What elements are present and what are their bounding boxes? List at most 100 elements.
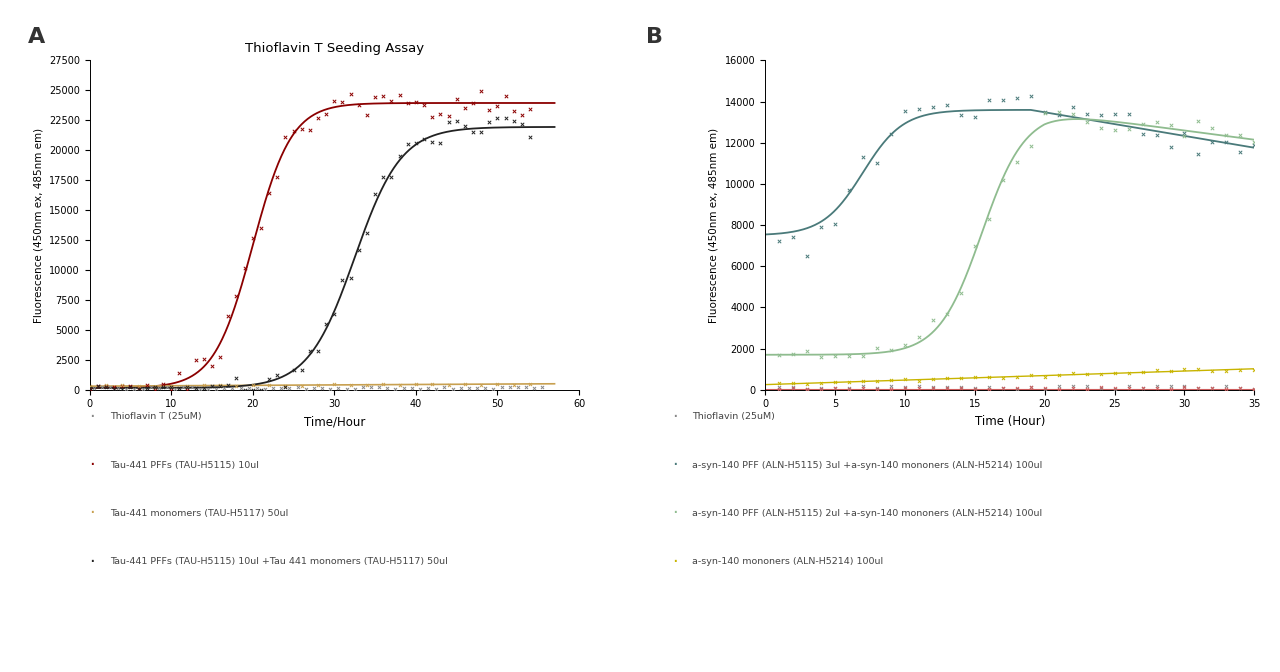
Point — [242, 233, 262, 243]
Point — [141, 382, 161, 392]
Point — [87, 381, 108, 392]
Point — [300, 346, 320, 357]
Point — [965, 383, 986, 394]
Point — [413, 134, 434, 144]
Point — [230, 383, 251, 394]
Point — [120, 382, 141, 392]
Point — [978, 95, 998, 106]
Point — [923, 382, 943, 393]
Point — [348, 245, 369, 255]
Point — [157, 382, 178, 393]
Point — [1076, 383, 1097, 394]
Point — [508, 382, 529, 392]
Point — [108, 382, 128, 393]
Point — [881, 384, 901, 394]
Point — [937, 382, 957, 393]
Point — [782, 382, 803, 393]
Point — [161, 384, 182, 395]
Point — [275, 380, 296, 391]
Point — [307, 380, 328, 390]
Point — [328, 382, 348, 393]
Point — [479, 117, 499, 128]
Point — [251, 223, 271, 234]
Point — [197, 383, 218, 394]
Point — [810, 351, 831, 362]
Point — [417, 382, 438, 393]
Point — [520, 132, 540, 142]
Point — [202, 381, 223, 392]
Point — [324, 308, 344, 319]
Point — [393, 382, 413, 393]
Point — [838, 351, 859, 362]
Point — [824, 382, 845, 393]
Point — [796, 345, 817, 356]
Point — [1174, 382, 1194, 393]
Point — [357, 228, 378, 239]
Point — [259, 380, 279, 391]
Point — [852, 376, 873, 386]
Point — [769, 236, 790, 247]
Point — [1202, 382, 1222, 393]
Point — [296, 383, 316, 394]
Point — [300, 124, 320, 135]
Point — [796, 384, 817, 394]
Point — [145, 382, 165, 392]
Point — [83, 383, 104, 394]
Point — [769, 382, 790, 392]
Point — [372, 172, 393, 183]
Point — [381, 172, 402, 183]
Point — [152, 382, 173, 392]
Point — [909, 331, 929, 342]
Point — [132, 384, 152, 394]
Point — [463, 97, 484, 108]
Point — [1202, 366, 1222, 376]
Text: ·: · — [672, 553, 677, 571]
Point — [895, 374, 915, 385]
Point — [1076, 380, 1097, 391]
Point — [852, 382, 873, 393]
Point — [1133, 382, 1153, 393]
Point — [1105, 384, 1125, 394]
Text: ·: · — [672, 505, 677, 522]
Point — [173, 382, 193, 392]
Point — [1119, 108, 1139, 119]
Point — [104, 384, 124, 394]
Point — [340, 380, 361, 390]
Point — [824, 377, 845, 388]
Point — [520, 378, 540, 389]
Point — [79, 383, 100, 394]
Point — [137, 383, 157, 394]
Point — [242, 380, 262, 390]
Point — [454, 379, 475, 390]
Point — [867, 384, 887, 394]
Text: ·: · — [90, 553, 95, 571]
Point — [307, 345, 328, 356]
Point — [1188, 149, 1208, 159]
Point — [838, 185, 859, 196]
Point — [1244, 136, 1265, 147]
Point — [852, 380, 873, 391]
Point — [1133, 382, 1153, 393]
Point — [227, 373, 247, 384]
Point — [447, 93, 467, 104]
Text: ·: · — [90, 505, 95, 522]
Text: a-syn-140 PFF (ALN-H5115) 2ul +a-syn-140 mononers (ALN-H5214) 100ul: a-syn-140 PFF (ALN-H5115) 2ul +a-syn-140… — [692, 509, 1043, 518]
Point — [471, 86, 492, 97]
Point — [1216, 381, 1236, 392]
Point — [1091, 110, 1111, 120]
Point — [227, 381, 247, 392]
Point — [320, 384, 340, 394]
Point — [1160, 380, 1180, 391]
Point — [1147, 382, 1167, 393]
Point — [1020, 141, 1041, 152]
Point — [210, 352, 230, 363]
Point — [1048, 369, 1069, 380]
Point — [769, 384, 790, 394]
Text: ·: · — [90, 456, 95, 474]
Point — [406, 138, 426, 149]
Point — [165, 384, 186, 394]
Point — [193, 380, 214, 390]
Point — [1076, 116, 1097, 127]
Point — [923, 374, 943, 384]
Point — [1119, 368, 1139, 378]
